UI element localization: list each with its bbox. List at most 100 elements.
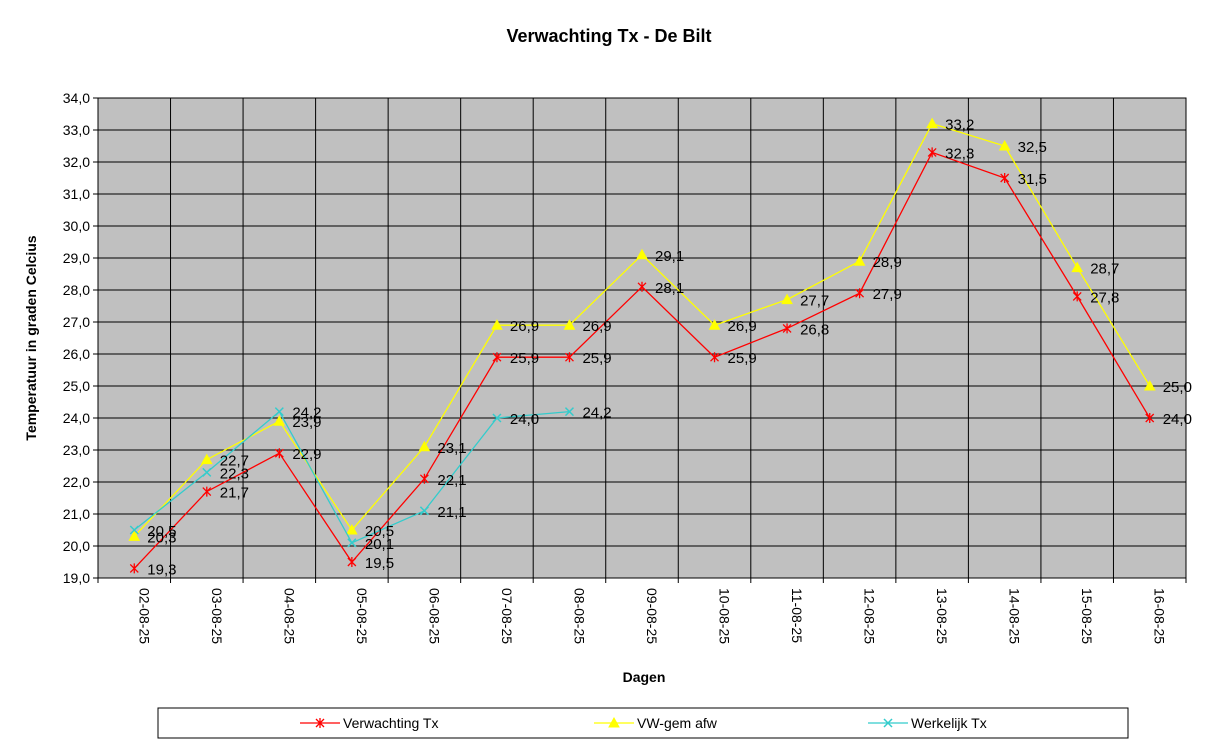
data-label: 24,0 [1163,411,1192,428]
data-point-1 [708,319,721,330]
data-label: 22,1 [437,472,466,489]
data-label: 22,7 [220,453,249,470]
data-label: 22,3 [220,465,249,482]
data-label: 28,7 [1090,261,1119,278]
legend-item: VW-gem afw [594,715,718,731]
y-tick-label: 34,0 [63,90,90,106]
data-label: 24,2 [582,405,611,422]
x-tick-label: 04-08-25 [281,588,297,644]
data-label: 20,5 [147,523,176,540]
plot-area [97,97,1187,579]
series-layer [128,117,1156,574]
data-label: 21,7 [220,485,249,502]
data-point-1 [491,319,503,330]
data-label: 20,5 [365,523,394,540]
x-tick-label: 11-08-25 [789,588,805,643]
data-point-1 [926,117,938,129]
y-tick-label: 21,0 [63,506,90,522]
data-label: 26,9 [582,318,611,335]
data-label: 31,5 [1018,171,1047,188]
y-axis-label: Temperatuur in graden Celcius [23,235,39,440]
data-point-1 [200,453,213,465]
data-label: 25,9 [510,350,539,367]
y-tick-label: 29,0 [63,250,90,266]
y-tick-label: 19,0 [63,570,90,586]
y-tick-label: 31,0 [63,186,90,202]
y-axis-ticks: 19,0 20,0 21,0 22,0 23,0 24,0 25,0 26,0 27,0 28,0… [63,90,98,586]
data-label: 33,2 [945,117,974,134]
data-label: 32,5 [1018,139,1047,156]
data-point-0 [274,448,284,459]
data-labels: 19,3 21,7 22,9 19,5 22,1 25,9 25,9 28,1 25,9 26,8… [147,117,1192,579]
data-point-0 [782,323,792,334]
data-point-1 [1143,379,1156,391]
data-label: 25,9 [728,350,757,367]
legend: Verwachting Tx VW-gem afw Werkelijk Tx [300,715,987,731]
data-point-0 [419,473,429,484]
data-label: 19,5 [365,555,394,572]
data-label: 27,8 [1090,289,1119,306]
data-point-2 [202,467,212,477]
grid-lines [98,98,1186,578]
data-label: 25,0 [1163,379,1192,396]
data-label: 23,1 [437,440,466,457]
data-point-2 [274,407,284,417]
x-tick-label: 08-08-25 [571,588,587,644]
data-label: 26,9 [728,318,757,335]
y-tick-label: 30,0 [63,218,90,234]
x-axis-ticks: 02-08-25 03-08-25 04-08-25 05-08-25 06-08-25… [97,578,1187,644]
data-label: 24,2 [292,405,321,422]
x-tick-label: 13-08-25 [934,588,950,644]
data-point-2 [129,525,139,535]
data-point-1 [853,255,866,266]
chart-title: Verwachting Tx - De Bilt [506,26,711,46]
data-point-1 [998,139,1011,151]
data-label: 28,1 [655,280,684,297]
legend-marker [883,718,893,728]
data-point-1 [418,440,431,452]
y-tick-label: 26,0 [63,346,90,362]
x-tick-label: 12-08-25 [862,588,878,644]
y-tick-label: 23,0 [63,442,90,458]
data-point-0 [927,147,937,158]
data-point-0 [855,288,865,299]
data-label: 25,9 [582,350,611,367]
data-point-0 [202,486,212,497]
x-tick-label: 15-08-25 [1079,588,1095,644]
data-point-0 [710,352,719,363]
data-point-0 [1072,291,1082,302]
legend-label: Werkelijk Tx [911,715,987,731]
x-axis-label: Dagen [623,669,666,685]
legend-item: Werkelijk Tx [868,715,987,731]
data-point-1 [563,319,576,330]
y-tick-label: 33,0 [63,122,90,138]
x-tick-label: 03-08-25 [209,588,225,644]
data-point-0 [637,281,647,292]
data-label: 32,3 [945,145,974,162]
data-label: 20,1 [365,536,394,553]
legend-marker [608,716,620,728]
data-label: 28,9 [873,254,902,271]
data-point-1 [636,248,648,260]
data-point-0 [347,557,357,567]
x-tick-label: 10-08-25 [717,588,733,644]
data-label: 23,9 [292,414,321,431]
data-label: 21,1 [437,504,466,521]
data-point-1 [273,415,286,426]
data-point-0 [565,352,574,363]
data-point-0 [1145,413,1155,423]
y-tick-label: 22,0 [63,474,90,490]
y-tick-label: 24,0 [63,410,90,426]
data-label: 24,0 [510,411,539,428]
x-tick-label: 14-08-25 [1007,588,1023,644]
x-tick-label: 02-08-25 [136,588,152,644]
legend-label: Verwachting Tx [343,715,438,731]
x-tick-label: 09-08-25 [644,588,660,644]
legend-item: Verwachting Tx [300,715,438,731]
x-tick-label: 05-08-25 [354,588,370,644]
y-tick-label: 25,0 [63,378,90,394]
legend-label: VW-gem afw [637,715,718,731]
data-point-0 [492,352,502,363]
data-point-0 [1000,173,1010,183]
